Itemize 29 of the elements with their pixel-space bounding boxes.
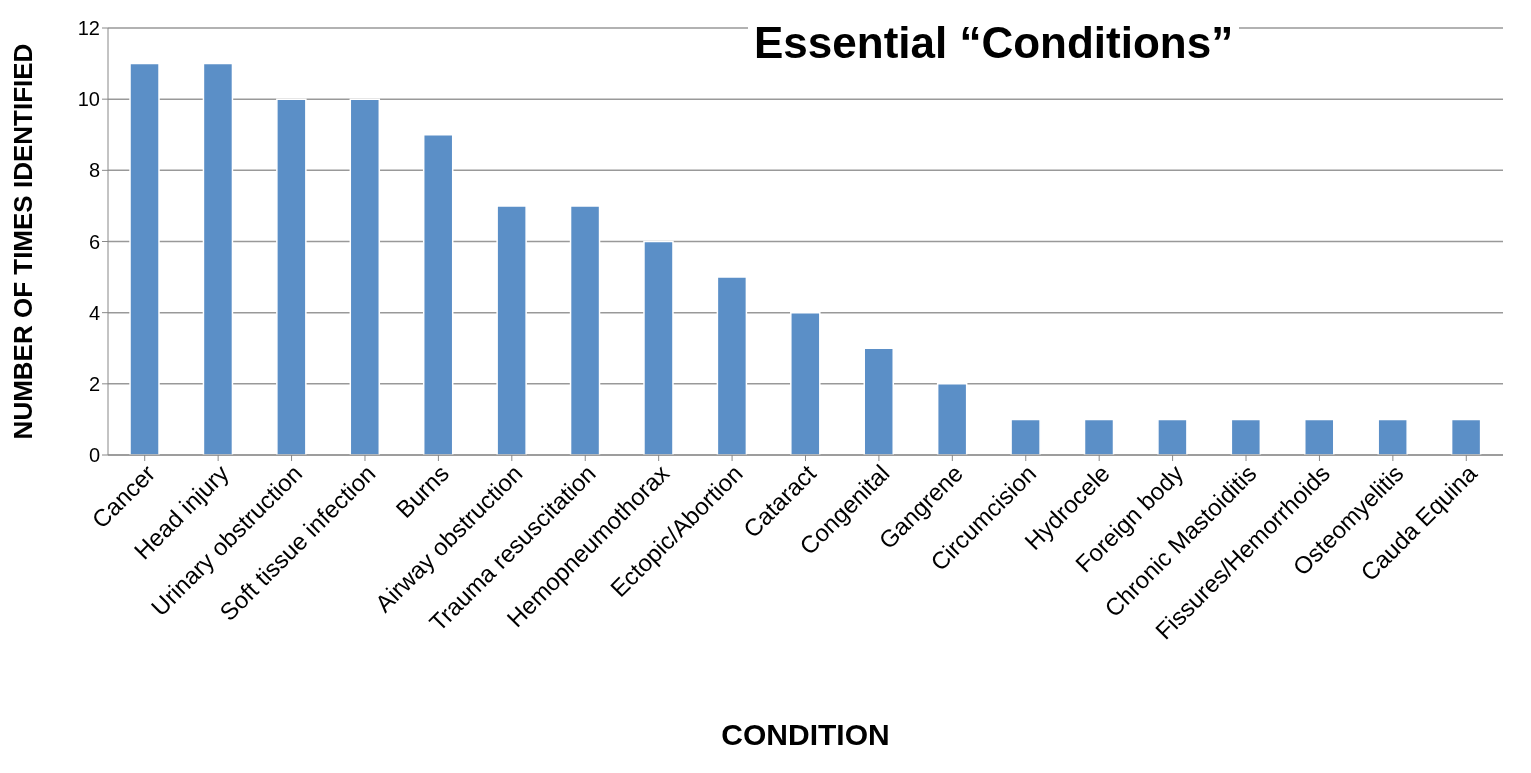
- y-tick-label: 12: [77, 17, 100, 40]
- y-axis-title: NUMBER OF TIMES IDENTIFIED: [8, 43, 39, 440]
- chart-title: Essential “Conditions”: [748, 18, 1240, 68]
- bar: [790, 311, 821, 455]
- y-tick-label: 8: [88, 159, 100, 182]
- bar: [643, 240, 674, 455]
- y-tick-label: 2: [88, 372, 100, 395]
- bar: [716, 276, 748, 455]
- bar: [569, 205, 601, 455]
- y-tick-label: 6: [88, 230, 100, 253]
- bar: [1010, 418, 1041, 455]
- bar: [349, 98, 381, 455]
- bar: [1157, 418, 1188, 455]
- bar: [1083, 418, 1115, 455]
- bar: [422, 134, 454, 455]
- bar: [129, 62, 160, 455]
- y-tick-label: 0: [88, 444, 100, 467]
- bar: [1304, 418, 1335, 455]
- bar: [202, 62, 234, 455]
- y-tick-label: 10: [77, 88, 100, 111]
- bar: [1377, 418, 1408, 455]
- x-axis-title: CONDITION: [721, 718, 890, 751]
- y-tick-label: 4: [88, 301, 100, 324]
- bar: [496, 205, 527, 455]
- bar: [936, 383, 968, 455]
- bar: [863, 347, 894, 455]
- bar: [276, 98, 307, 455]
- bar: [1450, 418, 1482, 455]
- bar: [1230, 418, 1262, 455]
